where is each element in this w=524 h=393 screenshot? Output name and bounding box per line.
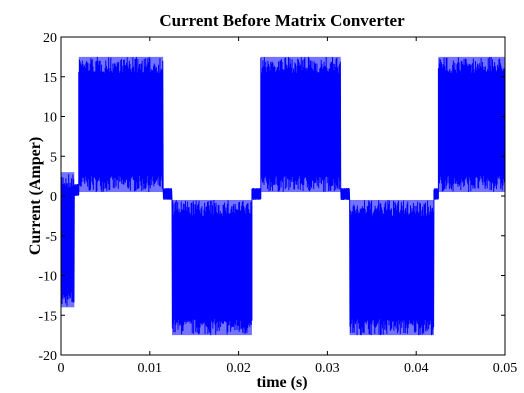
y-tick-label: -20 — [38, 349, 57, 364]
series-segment — [438, 56, 505, 193]
series-segment — [260, 56, 341, 193]
chart-title: Current Before Matrix Converter — [159, 11, 405, 30]
x-tick-label: 0.01 — [138, 361, 163, 376]
x-tick-label: 0 — [58, 361, 65, 376]
y-tick-label: 15 — [43, 71, 57, 86]
series-segment — [340, 188, 350, 200]
x-tick-label: 0.04 — [404, 361, 429, 376]
series-segment — [74, 184, 79, 196]
y-tick-label: 20 — [43, 31, 57, 46]
y-tick-label: -15 — [38, 309, 57, 324]
series-segment — [172, 199, 252, 336]
y-tick-label: 10 — [43, 111, 57, 126]
x-tick-label: 0.05 — [493, 361, 518, 376]
series-segment — [78, 56, 164, 193]
y-tick-label: 5 — [50, 150, 57, 165]
series-segment — [251, 188, 261, 200]
y-tick-label: -5 — [45, 230, 57, 245]
series-segment — [433, 188, 439, 200]
x-tick-label: 0.03 — [315, 361, 340, 376]
x-tick-label: 0.02 — [226, 361, 251, 376]
series-segment — [61, 172, 75, 308]
plot-area: 0 0.01 0.02 0.03 0.04 0.05 -20 -15 -10 -5 0 5 10 15 20 — [38, 31, 517, 376]
y-tick-label: -10 — [38, 270, 57, 285]
y-axis-label: Current (Amper) — [27, 137, 44, 255]
series-segment — [349, 199, 434, 336]
series-segment — [163, 188, 172, 200]
x-axis-label: time (s) — [256, 374, 307, 391]
y-tick-label: 0 — [50, 190, 57, 205]
